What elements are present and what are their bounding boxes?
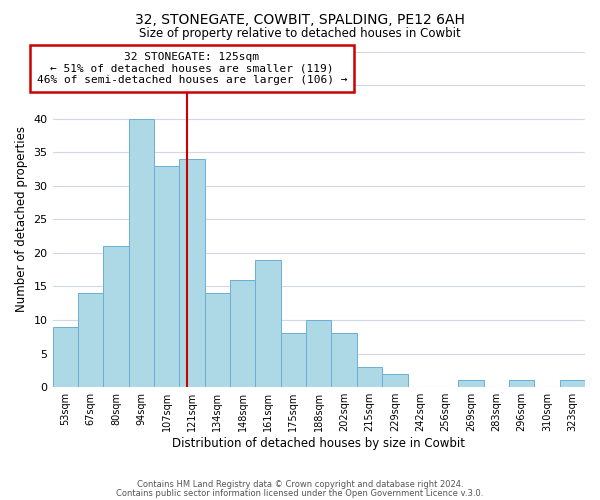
Bar: [128, 118, 154, 387]
Bar: [281, 334, 306, 387]
Bar: [53, 327, 78, 387]
Bar: [230, 280, 256, 387]
Bar: [103, 246, 128, 387]
Text: Contains HM Land Registry data © Crown copyright and database right 2024.: Contains HM Land Registry data © Crown c…: [137, 480, 463, 489]
Bar: [560, 380, 585, 387]
Bar: [306, 320, 331, 387]
Bar: [205, 293, 230, 387]
Bar: [382, 374, 407, 387]
Bar: [256, 260, 281, 387]
Bar: [458, 380, 484, 387]
Bar: [154, 166, 179, 387]
X-axis label: Distribution of detached houses by size in Cowbit: Distribution of detached houses by size …: [172, 437, 465, 450]
Y-axis label: Number of detached properties: Number of detached properties: [15, 126, 28, 312]
Bar: [78, 293, 103, 387]
Text: Contains public sector information licensed under the Open Government Licence v.: Contains public sector information licen…: [116, 488, 484, 498]
Text: 32, STONEGATE, COWBIT, SPALDING, PE12 6AH: 32, STONEGATE, COWBIT, SPALDING, PE12 6A…: [135, 12, 465, 26]
Bar: [331, 334, 357, 387]
Text: Size of property relative to detached houses in Cowbit: Size of property relative to detached ho…: [139, 28, 461, 40]
Text: 32 STONEGATE: 125sqm
← 51% of detached houses are smaller (119)
46% of semi-deta: 32 STONEGATE: 125sqm ← 51% of detached h…: [37, 52, 347, 85]
Bar: [179, 159, 205, 387]
Bar: [509, 380, 534, 387]
Bar: [357, 367, 382, 387]
